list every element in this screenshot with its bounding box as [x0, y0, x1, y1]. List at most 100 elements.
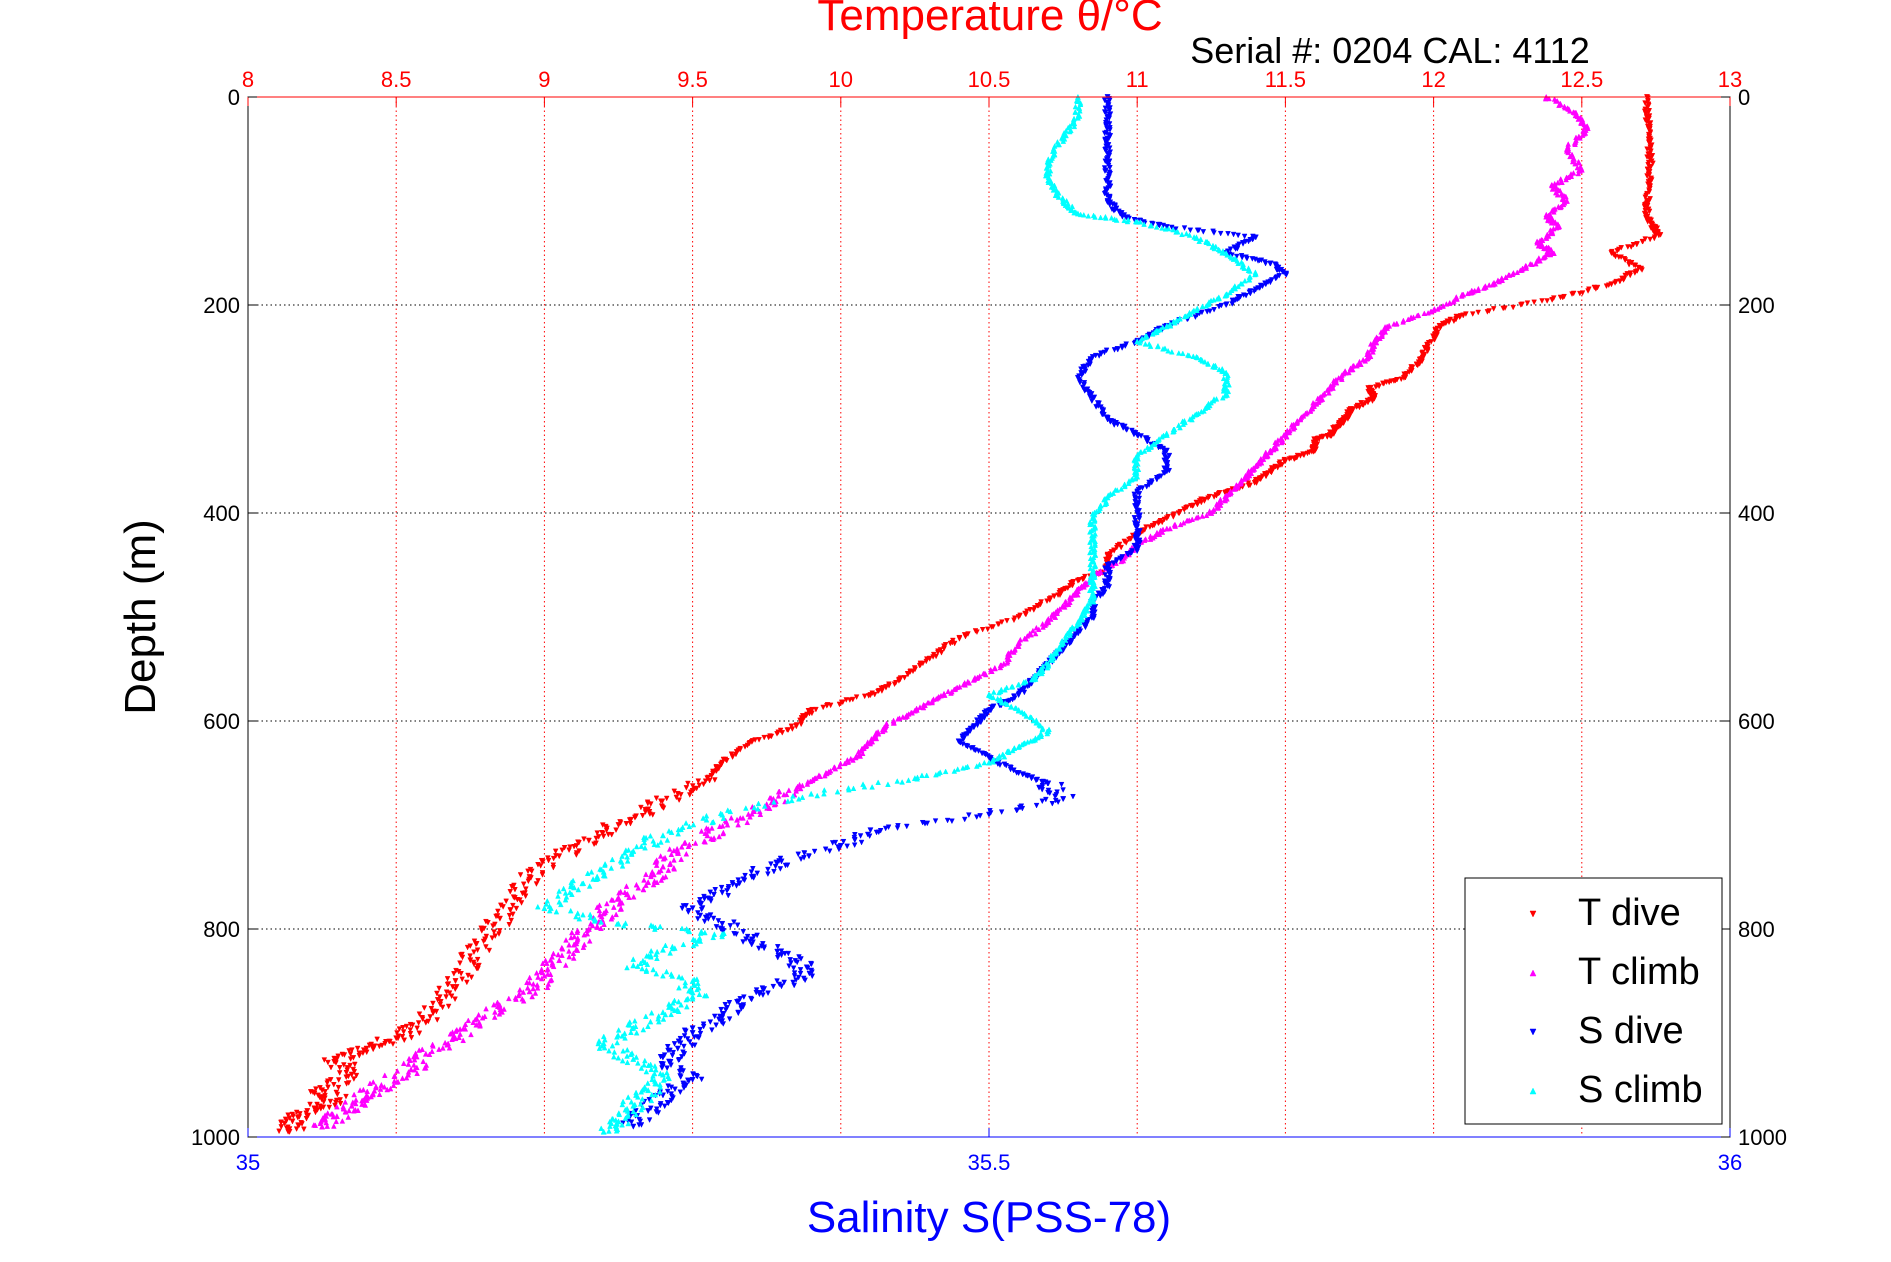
data-point [1023, 713, 1030, 719]
top-tick-label: 11.5 [1265, 67, 1306, 92]
data-point [1087, 565, 1094, 572]
data-point [984, 626, 991, 633]
data-point [684, 1003, 690, 1010]
data-point [668, 851, 675, 857]
data-point [664, 1043, 671, 1050]
data-point [581, 836, 587, 843]
data-point [354, 1045, 361, 1052]
data-point [1067, 632, 1073, 638]
data-point [1135, 460, 1141, 467]
data-point [459, 976, 466, 983]
legend-marker [1529, 969, 1537, 977]
data-point [342, 1099, 349, 1105]
data-point [1186, 232, 1193, 238]
data-point [1028, 775, 1035, 782]
data-point [962, 633, 969, 640]
data-point [1239, 280, 1245, 287]
data-point [434, 990, 440, 997]
data-point [750, 875, 757, 881]
data-point [1576, 159, 1582, 166]
data-point [742, 872, 748, 879]
data-point [1125, 480, 1132, 486]
data-point [960, 736, 967, 742]
data-point [1205, 361, 1211, 367]
data-point [1009, 747, 1016, 754]
data-point [1554, 97, 1561, 104]
data-point [648, 947, 654, 954]
data-point [1159, 529, 1166, 535]
data-point [1546, 95, 1552, 102]
data-point [909, 709, 915, 716]
data-point [1614, 248, 1621, 254]
data-point [704, 832, 711, 839]
data-point [473, 965, 480, 972]
data-point [646, 1117, 653, 1123]
data-point [1122, 483, 1128, 490]
data-point [658, 839, 664, 845]
data-point [662, 1011, 669, 1018]
data-point [334, 1091, 341, 1098]
data-point [532, 990, 539, 996]
data-point [723, 758, 730, 764]
data-point [1085, 212, 1092, 219]
data-point [411, 1061, 417, 1068]
data-point [1196, 238, 1203, 244]
data-point [1567, 153, 1573, 160]
data-point [791, 982, 797, 989]
data-point [1161, 470, 1168, 477]
data-point [535, 878, 541, 884]
data-point [533, 969, 540, 976]
data-point [1096, 353, 1102, 359]
data-point [690, 821, 697, 828]
data-point [1554, 179, 1561, 186]
top-tick-label: 13 [1718, 67, 1742, 92]
data-point [446, 1044, 453, 1051]
data-point [523, 886, 529, 893]
data-point [1373, 384, 1379, 390]
data-point [295, 1114, 301, 1121]
data-point [914, 775, 920, 782]
data-point [1044, 598, 1050, 605]
data-point [1108, 214, 1115, 221]
data-point [1303, 410, 1309, 417]
data-point [510, 902, 516, 909]
data-point [1125, 551, 1132, 558]
data-point [1231, 486, 1237, 492]
data-point [1163, 525, 1170, 532]
data-point [724, 821, 731, 828]
data-point [788, 797, 795, 804]
data-point [1272, 275, 1279, 282]
data-point [1027, 737, 1034, 744]
data-point [303, 1116, 310, 1122]
data-point [586, 937, 593, 944]
data-point [613, 1127, 620, 1134]
data-point [1232, 285, 1239, 292]
data-point [370, 1079, 377, 1085]
chart-subtitle: Serial #: 0204 CAL: 4112 [1190, 30, 1590, 71]
data-point [1148, 222, 1155, 229]
data-point [698, 1076, 705, 1083]
data-point [840, 838, 847, 845]
data-point [735, 877, 742, 883]
data-point [1179, 231, 1185, 238]
data-point [606, 1047, 612, 1054]
data-point [1039, 798, 1046, 805]
data-point [324, 1123, 331, 1129]
data-point [820, 704, 826, 711]
data-point [416, 1011, 423, 1018]
data-point [1212, 364, 1218, 370]
data-point [1548, 219, 1555, 226]
data-point [600, 910, 607, 917]
top-tick-label: 8.5 [381, 67, 412, 92]
data-point [1531, 299, 1537, 306]
data-point [960, 765, 966, 771]
data-point [448, 993, 455, 1000]
data-point [491, 929, 497, 935]
data-point [689, 1042, 695, 1049]
data-point [1274, 465, 1281, 471]
data-point [640, 1026, 647, 1033]
data-point [808, 790, 815, 797]
data-point [1244, 255, 1250, 262]
data-point [1645, 151, 1651, 158]
data-point [685, 909, 692, 916]
